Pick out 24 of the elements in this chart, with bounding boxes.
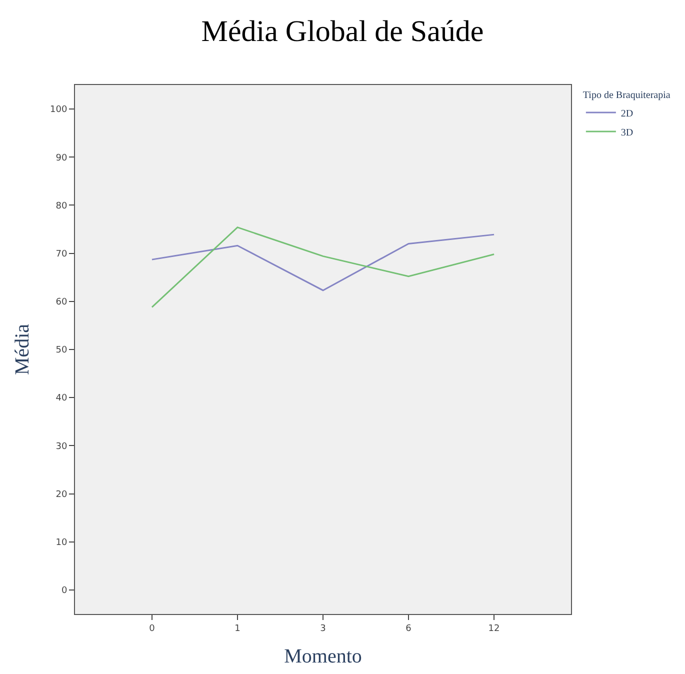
y-tick-label: 10 [56,538,68,548]
y-tick-label: 30 [56,442,68,452]
y-axis-title: Média [12,324,34,376]
x-tick-label: 0 [149,624,156,634]
x-axis-title: Momento [284,645,362,668]
y-tick-label: 100 [50,105,68,116]
chart-title: Média Global de Saúde [201,15,484,48]
y-tick-label: 90 [56,153,68,164]
y-tick-label: 70 [56,249,68,260]
y-tick-label: 20 [56,490,68,500]
line-series [151,234,495,292]
legend-label: 3D [620,127,634,138]
y-tick-label: 60 [56,298,68,308]
line-series [151,226,495,308]
legend-title: Tipo de Braquiterapia [582,90,671,101]
x-tick-label: 1 [234,624,240,634]
y-tick-label: 40 [56,394,68,404]
legend-label: 2D [620,108,634,120]
y-tick-label: 50 [56,346,68,356]
y-tick-label: 80 [56,201,68,212]
x-tick-label: 6 [406,624,412,634]
x-tick-label: 3 [320,624,326,634]
x-tick-label: 12 [488,624,500,634]
y-tick-label: 0 [61,586,68,596]
